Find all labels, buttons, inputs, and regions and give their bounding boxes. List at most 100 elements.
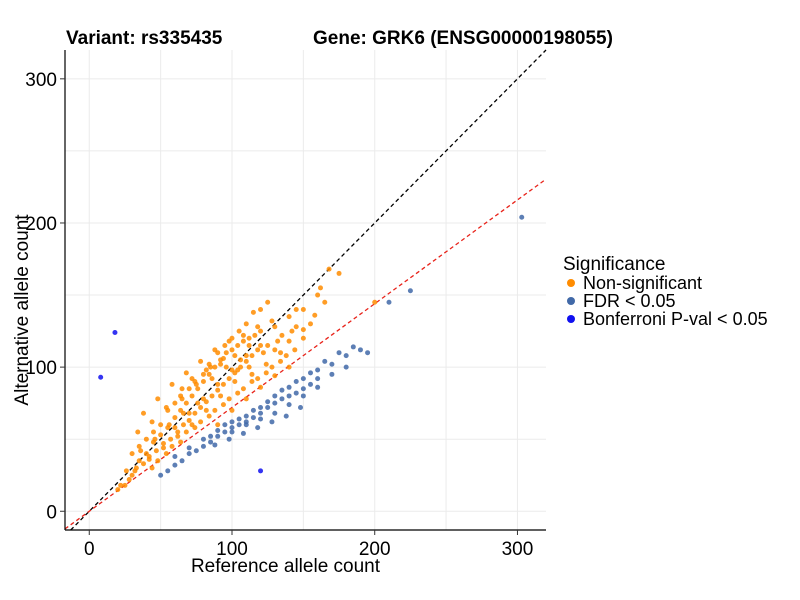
- data-point: [203, 367, 209, 373]
- data-point: [336, 350, 342, 356]
- data-point: [186, 417, 192, 423]
- data-point: [235, 342, 241, 348]
- data-point: [183, 370, 189, 376]
- data-point: [200, 436, 206, 442]
- data-point: [200, 396, 206, 402]
- data-point: [223, 350, 229, 356]
- data-point: [258, 468, 264, 474]
- data-point: [326, 266, 332, 272]
- y-tick-label: 0: [46, 502, 57, 523]
- data-point: [255, 347, 261, 353]
- data-point: [180, 422, 186, 428]
- legend-key: [567, 279, 575, 287]
- data-point: [272, 393, 278, 399]
- data-point: [129, 472, 135, 478]
- data-point: [155, 458, 161, 464]
- variant-title: Variant: rs335435: [66, 28, 223, 49]
- data-point: [183, 429, 189, 435]
- data-point: [232, 353, 238, 359]
- data-point: [206, 413, 212, 419]
- data-point: [249, 353, 255, 359]
- data-point: [315, 292, 321, 298]
- data-point: [186, 445, 192, 451]
- data-point: [407, 288, 413, 294]
- data-point: [322, 299, 328, 305]
- data-point: [222, 422, 228, 428]
- fit-line: [64, 178, 547, 530]
- data-point: [283, 413, 289, 419]
- data-point: [293, 390, 299, 396]
- data-point: [172, 400, 178, 406]
- data-point: [155, 396, 161, 402]
- data-point: [215, 387, 221, 393]
- data-point: [152, 436, 158, 442]
- legend-label: Bonferroni P-val < 0.05: [583, 309, 768, 329]
- x-axis-title: Reference allele count: [191, 556, 381, 577]
- data-point: [293, 324, 299, 330]
- reference-lines: [64, 49, 547, 531]
- data-point: [215, 428, 221, 434]
- data-point: [289, 328, 295, 334]
- data-point: [183, 400, 189, 406]
- data-point: [315, 376, 321, 382]
- data-point: [195, 400, 201, 406]
- data-point: [329, 371, 335, 377]
- data-point: [258, 410, 264, 416]
- data-point: [298, 404, 304, 410]
- data-point: [275, 338, 281, 344]
- data-point: [166, 422, 172, 428]
- data-point: [240, 338, 246, 344]
- data-point: [240, 332, 246, 338]
- data-point: [112, 330, 118, 336]
- data-point: [98, 374, 104, 380]
- data-point: [186, 386, 192, 392]
- data-point: [208, 433, 214, 439]
- data-point: [141, 410, 147, 416]
- data-point: [258, 328, 264, 334]
- data-point: [292, 347, 298, 353]
- data-point: [135, 429, 141, 435]
- data-point: [186, 451, 192, 457]
- data-point: [175, 429, 181, 435]
- data-point: [272, 324, 278, 330]
- data-point: [286, 384, 292, 390]
- data-point: [209, 376, 215, 382]
- data-point: [317, 285, 323, 291]
- data-point: [293, 306, 299, 312]
- data-point: [172, 462, 178, 468]
- data-point: [212, 347, 218, 353]
- data-point: [269, 364, 275, 370]
- data-point: [229, 407, 235, 413]
- data-point: [172, 453, 178, 459]
- data-point: [175, 433, 181, 439]
- data-point: [220, 402, 226, 408]
- data-point: [312, 312, 318, 318]
- data-point: [136, 458, 142, 464]
- data-point: [222, 342, 228, 348]
- data-point: [265, 299, 271, 305]
- data-point: [322, 358, 328, 364]
- data-point: [307, 381, 313, 387]
- data-point: [263, 370, 269, 376]
- data-point: [146, 456, 152, 462]
- data-point: [255, 324, 261, 330]
- gene-title: Gene: GRK6 (ENSG00000198055): [313, 28, 613, 49]
- data-point: [193, 448, 199, 454]
- data-point: [150, 429, 156, 435]
- data-point: [123, 468, 129, 474]
- data-point: [178, 393, 184, 399]
- data-point: [215, 422, 221, 428]
- data-point: [229, 419, 235, 425]
- data-point: [200, 371, 206, 377]
- data-point: [218, 361, 224, 367]
- data-point: [222, 429, 228, 435]
- y-tick-label: 100: [25, 358, 57, 379]
- data-point: [132, 468, 138, 474]
- data-point: [300, 327, 306, 333]
- series-non-significant: [115, 266, 378, 493]
- data-point: [226, 338, 232, 344]
- data-point: [153, 448, 159, 454]
- data-point: [226, 436, 232, 442]
- data-point: [269, 318, 275, 324]
- data-point: [246, 364, 252, 370]
